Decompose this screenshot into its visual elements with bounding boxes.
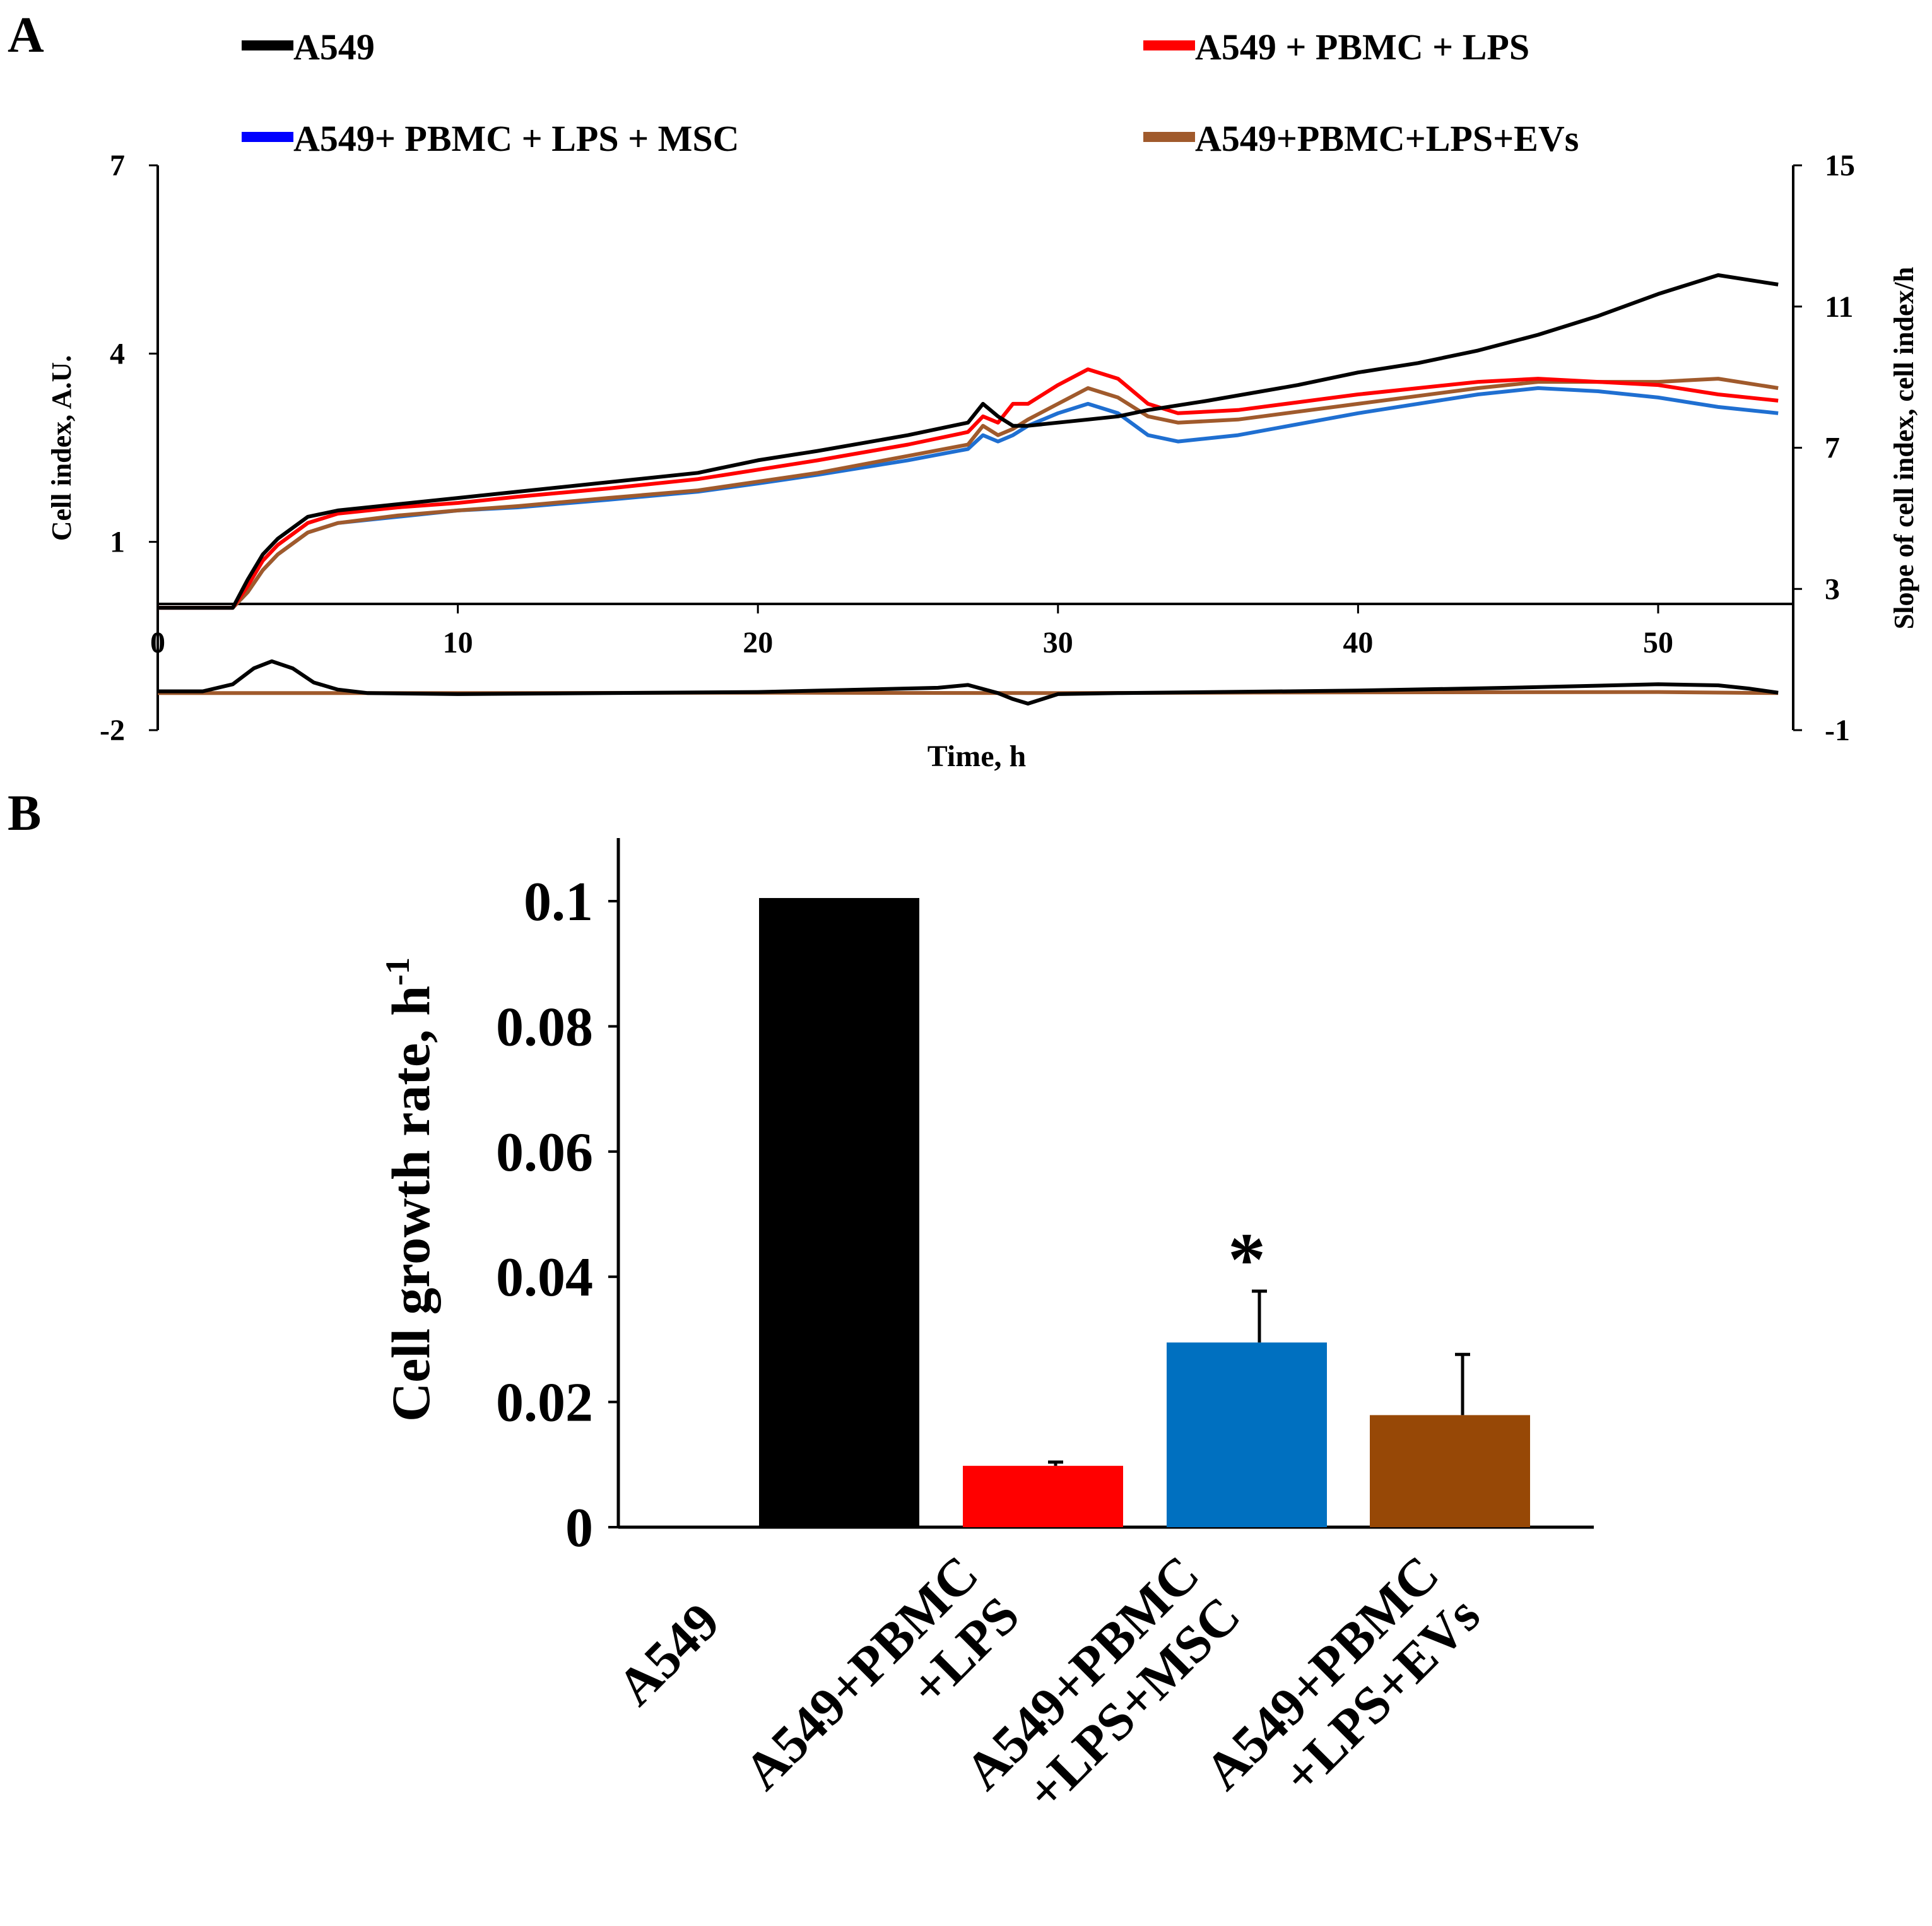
- series-line-a549-pbmc-lps: [158, 367, 1779, 610]
- b-y-tick-label: 0: [565, 1498, 593, 1559]
- category-label: A549+PBMC+LPS+EVs: [1194, 1545, 1492, 1843]
- x-tick-label: 30: [1043, 626, 1073, 659]
- legend-label-pbmc-lps: A549 + PBMC + LPS: [1195, 27, 1529, 68]
- y-axis-label: Cell index, A.U.: [46, 355, 77, 541]
- x-axis-label: Time, h: [928, 740, 1026, 773]
- b-y-axis-label-superscript: -1: [379, 957, 416, 986]
- bar: [1167, 1342, 1327, 1527]
- legend-swatch-pbmc-lps-msc: [242, 132, 293, 142]
- bar: [759, 898, 919, 1527]
- y2-tick-label: -1: [1825, 714, 1850, 747]
- y2-axis-label: Slope of cell index, cell index/h: [1888, 267, 1919, 629]
- panel-a-label: A: [8, 8, 44, 63]
- panel-b: B 0 0.02 0.04 0.06 0.08 0.1 Cell growth rate,…: [8, 786, 1594, 1843]
- panel-b-label: B: [8, 786, 41, 841]
- y-tick-label: 4: [110, 337, 125, 370]
- y-tick-label: 7: [110, 149, 125, 182]
- category-label: A549: [606, 1592, 731, 1717]
- y-tick-label: 1: [110, 526, 125, 559]
- legend-label-pbmc-lps-evs: A549+PBMC+LPS+EVs: [1195, 118, 1579, 159]
- a-series-group: [158, 273, 1779, 706]
- y2-tick-label: 3: [1825, 572, 1840, 606]
- y-tick-label: -2: [100, 714, 125, 747]
- x-tick-label: 40: [1343, 626, 1373, 659]
- y2-tick-label: 11: [1825, 290, 1853, 324]
- series-line-a549-pbmc-lps-evs: [158, 377, 1779, 610]
- series-line-slope-a549: [158, 659, 1779, 706]
- x-tick-label: 0: [150, 626, 165, 659]
- panel-a: A A549 A549 + PBMC + LPS A549+ PBMC + LP…: [8, 8, 1919, 773]
- b-y-tick-label: 0.02: [496, 1373, 593, 1434]
- category-label-line: A549: [606, 1592, 731, 1717]
- y2-tick-label: 7: [1825, 432, 1840, 465]
- category-label: A549+PBMC+LPS+MSC: [954, 1545, 1252, 1843]
- bar: [963, 1465, 1123, 1527]
- x-tick-label: 50: [1643, 626, 1673, 659]
- b-axis-ticks: 0 0.02 0.04 0.06 0.08 0.1: [496, 871, 618, 1559]
- legend: A549 A549 + PBMC + LPS A549+ PBMC + LPS …: [242, 27, 1579, 159]
- bar: [1370, 1415, 1530, 1527]
- b-y-tick-label: 0.1: [524, 871, 593, 933]
- category-label: A549+PBMC+LPS: [733, 1545, 1031, 1843]
- legend-label-pbmc-lps-msc: A549+ PBMC + LPS + MSC: [293, 118, 739, 159]
- legend-swatch-pbmc-lps-evs: [1143, 132, 1195, 142]
- series-line-a549: [158, 273, 1779, 610]
- b-y-axis-label: Cell growth rate, h-1: [379, 957, 441, 1422]
- legend-swatch-pbmc-lps: [1143, 40, 1195, 50]
- b-bars: A549 A549+PBMC+LPSA549+PBMC+LPS+MSCA549+P…: [606, 898, 1530, 1843]
- b-y-tick-label: 0.04: [496, 1247, 593, 1308]
- significance-asterisk: *: [1228, 1217, 1266, 1301]
- x-tick-label: 10: [443, 626, 473, 659]
- legend-swatch-a549: [242, 40, 293, 50]
- x-tick-label: 20: [743, 626, 773, 659]
- b-y-tick-label: 0.06: [496, 1122, 593, 1183]
- a-axis-ticks: 0 10 20 30 40 50 -2 1 4 7 -1 3 7 11 15: [100, 149, 1855, 747]
- y2-tick-label: 15: [1825, 149, 1855, 182]
- legend-label-a549: A549: [293, 27, 375, 68]
- b-y-tick-label: 0.08: [496, 996, 593, 1058]
